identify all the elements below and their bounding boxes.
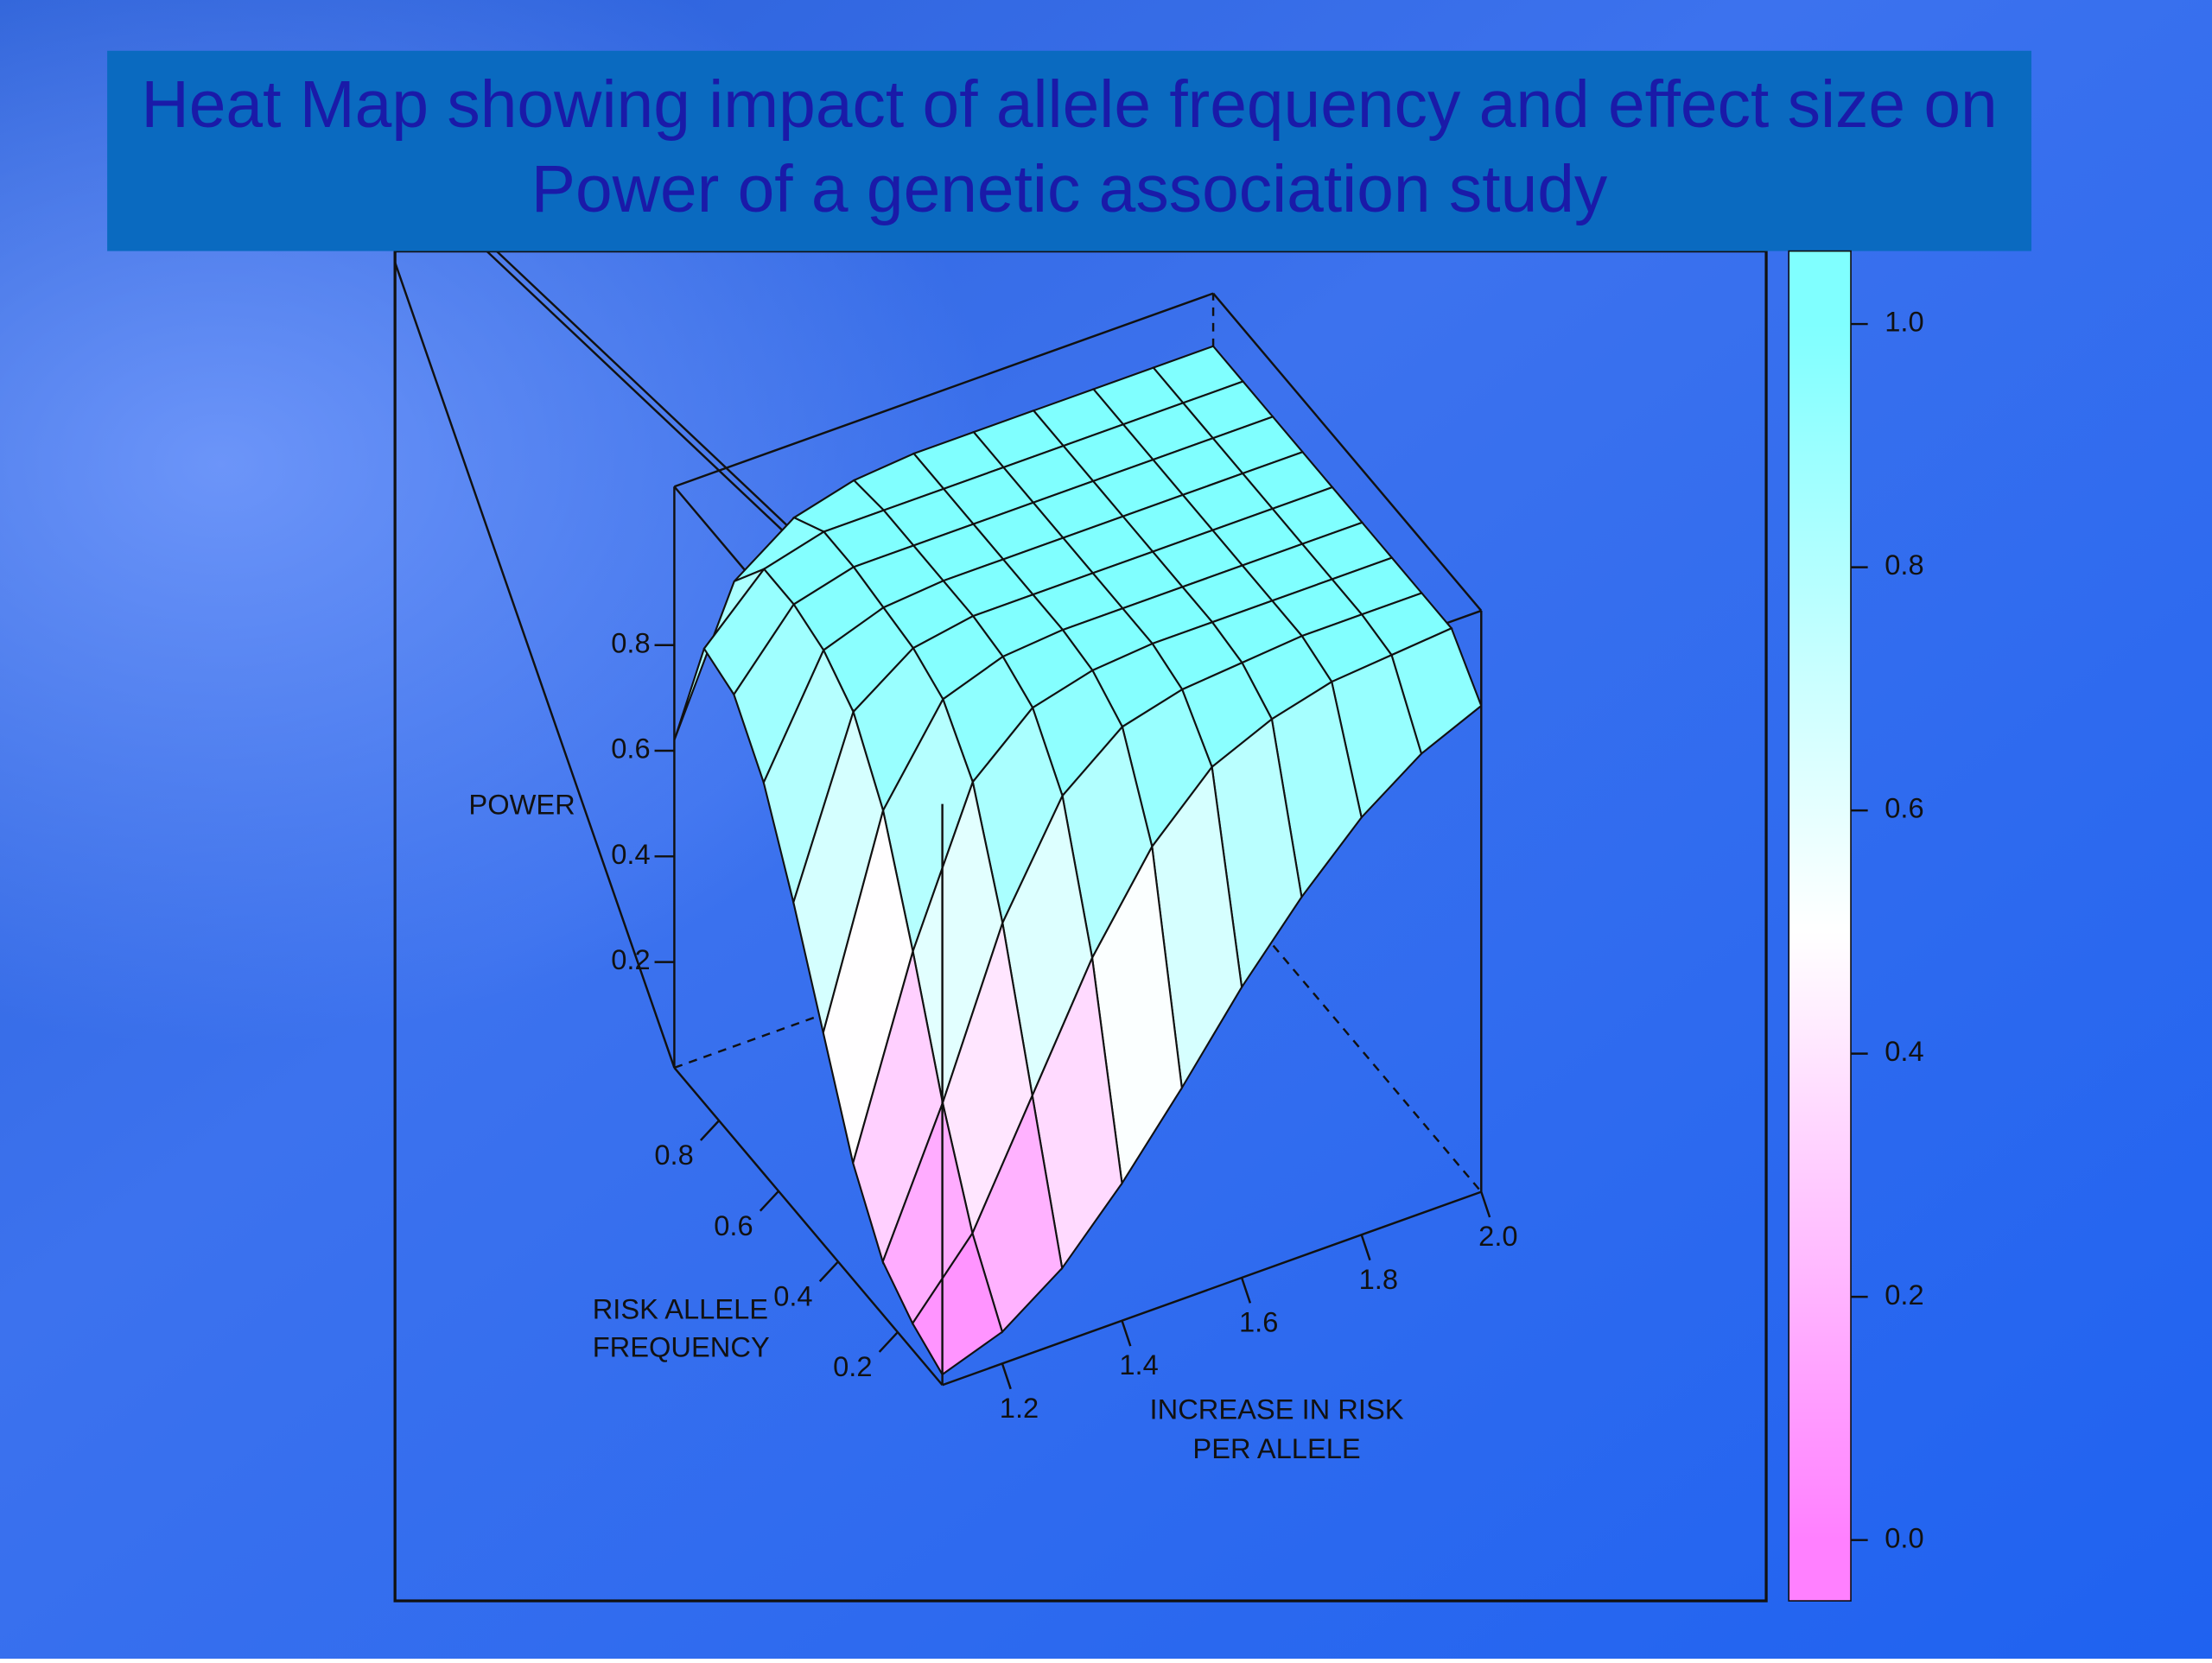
y-tick xyxy=(818,1260,839,1283)
colorbar-tick-label: 0.0 xyxy=(1885,1521,1923,1553)
chart-title: Heat Map showing impact of allele freque… xyxy=(141,66,1998,226)
x-tick-label: 1.8 xyxy=(1359,1263,1398,1295)
y-tick xyxy=(878,1331,899,1353)
y-tick-label: 0.6 xyxy=(714,1209,753,1241)
y-tick-label: 0.4 xyxy=(773,1279,812,1311)
colorbar-tick-label: 0.6 xyxy=(1885,792,1923,824)
x-tick-label: 1.4 xyxy=(1119,1349,1158,1381)
x-tick xyxy=(1480,1191,1491,1218)
box-edge xyxy=(1212,292,1483,612)
x-tick xyxy=(1360,1234,1371,1261)
box-edge xyxy=(942,1190,1482,1387)
frame-line xyxy=(486,250,819,565)
frame-line xyxy=(393,262,676,1069)
y-tick xyxy=(699,1120,721,1141)
colorbar-tick-label: 0.8 xyxy=(1885,549,1923,581)
colorbar xyxy=(1788,250,1852,1602)
colorbar-tick-label: 0.2 xyxy=(1885,1279,1923,1311)
z-tick-label: 0.4 xyxy=(611,838,650,870)
surface-facet xyxy=(911,1231,1004,1376)
y-tick-label: 0.8 xyxy=(654,1139,693,1171)
frame-line xyxy=(495,250,830,565)
y-tick xyxy=(759,1190,779,1212)
colorbar-tick-label: 0.4 xyxy=(1885,1035,1923,1067)
x-tick xyxy=(1001,1363,1012,1390)
title-banner xyxy=(107,50,2032,251)
z-tick-label: 0.8 xyxy=(611,626,650,658)
y-label-box: RISK ALLELE FREQUENCY xyxy=(592,1294,770,1364)
colorbar-tick-label: 1.0 xyxy=(1885,306,1923,338)
box-edge xyxy=(673,292,1214,488)
x-axis-label: INCREASE IN RISK PER ALLELE xyxy=(1149,1394,1404,1466)
x-tick xyxy=(1240,1277,1252,1304)
x-tick-label: 1.6 xyxy=(1239,1306,1278,1338)
y-axis-label: RISK ALLELE FREQUENCY xyxy=(592,1294,770,1364)
z-tick-label: 0.2 xyxy=(611,943,650,975)
x-tick xyxy=(1121,1320,1132,1347)
x-label-box: INCREASE IN RISK PER ALLELE xyxy=(1149,1394,1404,1466)
z-axis-label: POWER xyxy=(468,789,575,821)
surface xyxy=(673,345,1483,1376)
x-tick-label: 1.2 xyxy=(1000,1392,1039,1424)
z-tick-label: 0.6 xyxy=(611,733,650,765)
x-tick-label: 2.0 xyxy=(1478,1220,1517,1252)
y-tick-label: 0.2 xyxy=(833,1350,872,1382)
title-box: Heat Map showing impact of allele freque… xyxy=(141,66,1998,226)
